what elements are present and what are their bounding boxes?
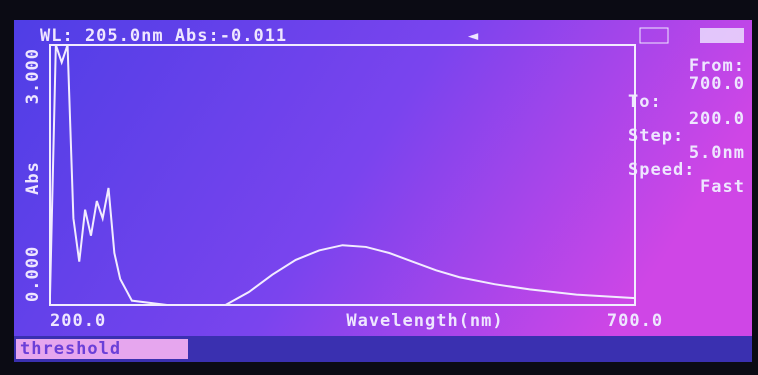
speed-value: Fast — [700, 177, 745, 197]
header-reading: WL: 205.0nm Abs:-0.011 — [40, 26, 287, 46]
from-label: From: — [689, 56, 745, 76]
x-tick-label: 700.0 — [607, 311, 663, 331]
screen: WL: 205.0nm Abs:-0.011 ◄ From: 700.0 To:… — [0, 0, 758, 375]
y-tick-label: 0.000 — [23, 246, 43, 302]
status-text: threshold — [20, 339, 121, 359]
from-value: 700.0 — [689, 74, 745, 94]
to-label: To: — [628, 92, 662, 112]
to-value: 200.0 — [689, 109, 745, 129]
x-tick-label: 200.0 — [50, 311, 106, 331]
y-axis-label: Abs — [23, 161, 43, 195]
x-axis-label: Wavelength(nm) — [346, 311, 503, 331]
step-value: 5.0nm — [689, 143, 745, 163]
header-arrow: ◄ — [468, 26, 479, 46]
page: WL: 205.0nm Abs:-0.011 ◄ From: 700.0 To:… — [0, 0, 758, 375]
battery-icon — [700, 28, 744, 43]
speed-label: Speed: — [628, 160, 695, 180]
step-label: Step: — [628, 126, 684, 146]
y-tick-label: 3.000 — [23, 48, 43, 104]
